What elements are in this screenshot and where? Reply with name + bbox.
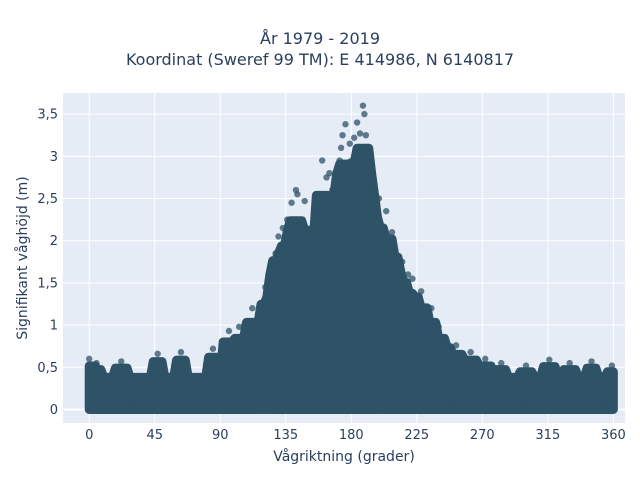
y-tick-label: 2 [50, 234, 58, 249]
scatter-point [350, 134, 358, 141]
y-tick-label: 0 [50, 403, 58, 418]
scatter-point [435, 323, 442, 330]
scatter-point [329, 186, 336, 194]
x-tick-label: 0 [85, 428, 93, 443]
scatter-point [362, 131, 370, 139]
scatter-point [452, 342, 460, 349]
scatter-point [235, 323, 243, 330]
scatter-point [388, 229, 396, 236]
scatter-point [284, 216, 291, 223]
scatter-point [441, 334, 448, 341]
scatter-points [86, 102, 616, 413]
scatter-point [288, 199, 295, 206]
scatter-point [86, 355, 93, 363]
scatter-point [337, 144, 345, 152]
scatter-point [225, 327, 233, 335]
y-tick-label: 0,5 [37, 361, 58, 376]
scatter-point [369, 182, 377, 190]
scatter-point [294, 191, 301, 198]
scatter-point [129, 399, 137, 406]
scatter-point [404, 271, 412, 278]
y-tick-label: 2,5 [37, 192, 58, 207]
scatter-point [100, 402, 107, 409]
scatter-point [118, 358, 125, 365]
scatter-point [275, 233, 282, 240]
x-tick-label: 270 [470, 428, 495, 443]
scatter-point [356, 130, 364, 137]
scatter-point [326, 169, 333, 177]
scatter-point [272, 250, 279, 257]
scatter-point [375, 195, 383, 202]
chart-title-line-1: År 1979 - 2019 [260, 29, 380, 48]
y-tick-label: 3,5 [37, 108, 58, 123]
chart-title: År 1979 - 2019 Koordinat (Sweref 99 TM):… [0, 28, 640, 70]
scatter-point [177, 348, 185, 356]
scatter-point [333, 174, 340, 181]
x-tick-label: 315 [535, 428, 560, 443]
scatter-point [249, 305, 256, 312]
scatter-point [417, 288, 425, 295]
scatter-point [260, 406, 268, 413]
chart-title-line-2: Koordinat (Sweref 99 TM): E 414986, N 61… [125, 50, 515, 69]
scatter-point [301, 197, 308, 205]
y-tick-label: 3 [50, 150, 58, 165]
x-tick-label: 225 [404, 428, 429, 443]
scatter-point [449, 403, 457, 411]
scatter-point [318, 157, 326, 164]
scatter-point [268, 275, 275, 282]
scatter-point [353, 119, 361, 126]
scatter-point [339, 131, 346, 139]
x-tick-label: 360 [601, 428, 626, 443]
scatter-point [342, 121, 349, 128]
scatter-point [154, 350, 161, 357]
scatter-point [566, 359, 573, 367]
scatter-point [546, 356, 553, 363]
scatter-point [383, 207, 390, 215]
scatter-point [399, 258, 406, 265]
scatter-point [588, 358, 595, 365]
scatter-point [86, 406, 93, 413]
scatter-point [346, 140, 354, 147]
scatter-point [304, 404, 311, 412]
scatter-point [522, 362, 530, 369]
y-tick-label: 1,5 [37, 276, 58, 291]
scatter-point [93, 359, 100, 367]
scatter-point [365, 157, 372, 164]
scatter-point [262, 283, 269, 291]
scatter-point [209, 345, 217, 352]
x-tick-labels: 0 45 90 135 180 225 270 315 360 [85, 428, 626, 443]
scatter-point [377, 405, 384, 412]
scatter-point [602, 400, 610, 407]
scatter-point [608, 362, 616, 369]
y-tick-label: 1 [50, 319, 58, 334]
x-tick-label: 135 [273, 428, 298, 443]
scatter-point-cloud [84, 143, 618, 414]
scatter-point [467, 348, 474, 356]
scatter-point [279, 224, 287, 232]
scatter-point [482, 355, 489, 363]
scatter-point [359, 102, 367, 109]
scatter-point [349, 165, 356, 173]
scatter-point [409, 275, 416, 282]
scatter-point [391, 245, 399, 253]
y-tick-labels: 0 0,5 1 1,5 2 2,5 3 3,5 [37, 108, 58, 418]
x-axis-title: Vågriktning (grader) [273, 448, 415, 465]
scatter-point [187, 404, 195, 412]
scatter-point [173, 401, 180, 408]
x-tick-label: 180 [339, 428, 364, 443]
scatter-point [498, 359, 505, 367]
scatter-point [361, 110, 368, 118]
scatter-point [428, 305, 435, 312]
x-tick-label: 90 [212, 428, 229, 443]
scatter-point [311, 207, 319, 215]
x-tick-label: 45 [146, 428, 163, 443]
y-axis-title: Signifikant våghöjd (m) [14, 176, 31, 339]
scatter-point [336, 157, 343, 164]
scatter-point [522, 402, 530, 409]
